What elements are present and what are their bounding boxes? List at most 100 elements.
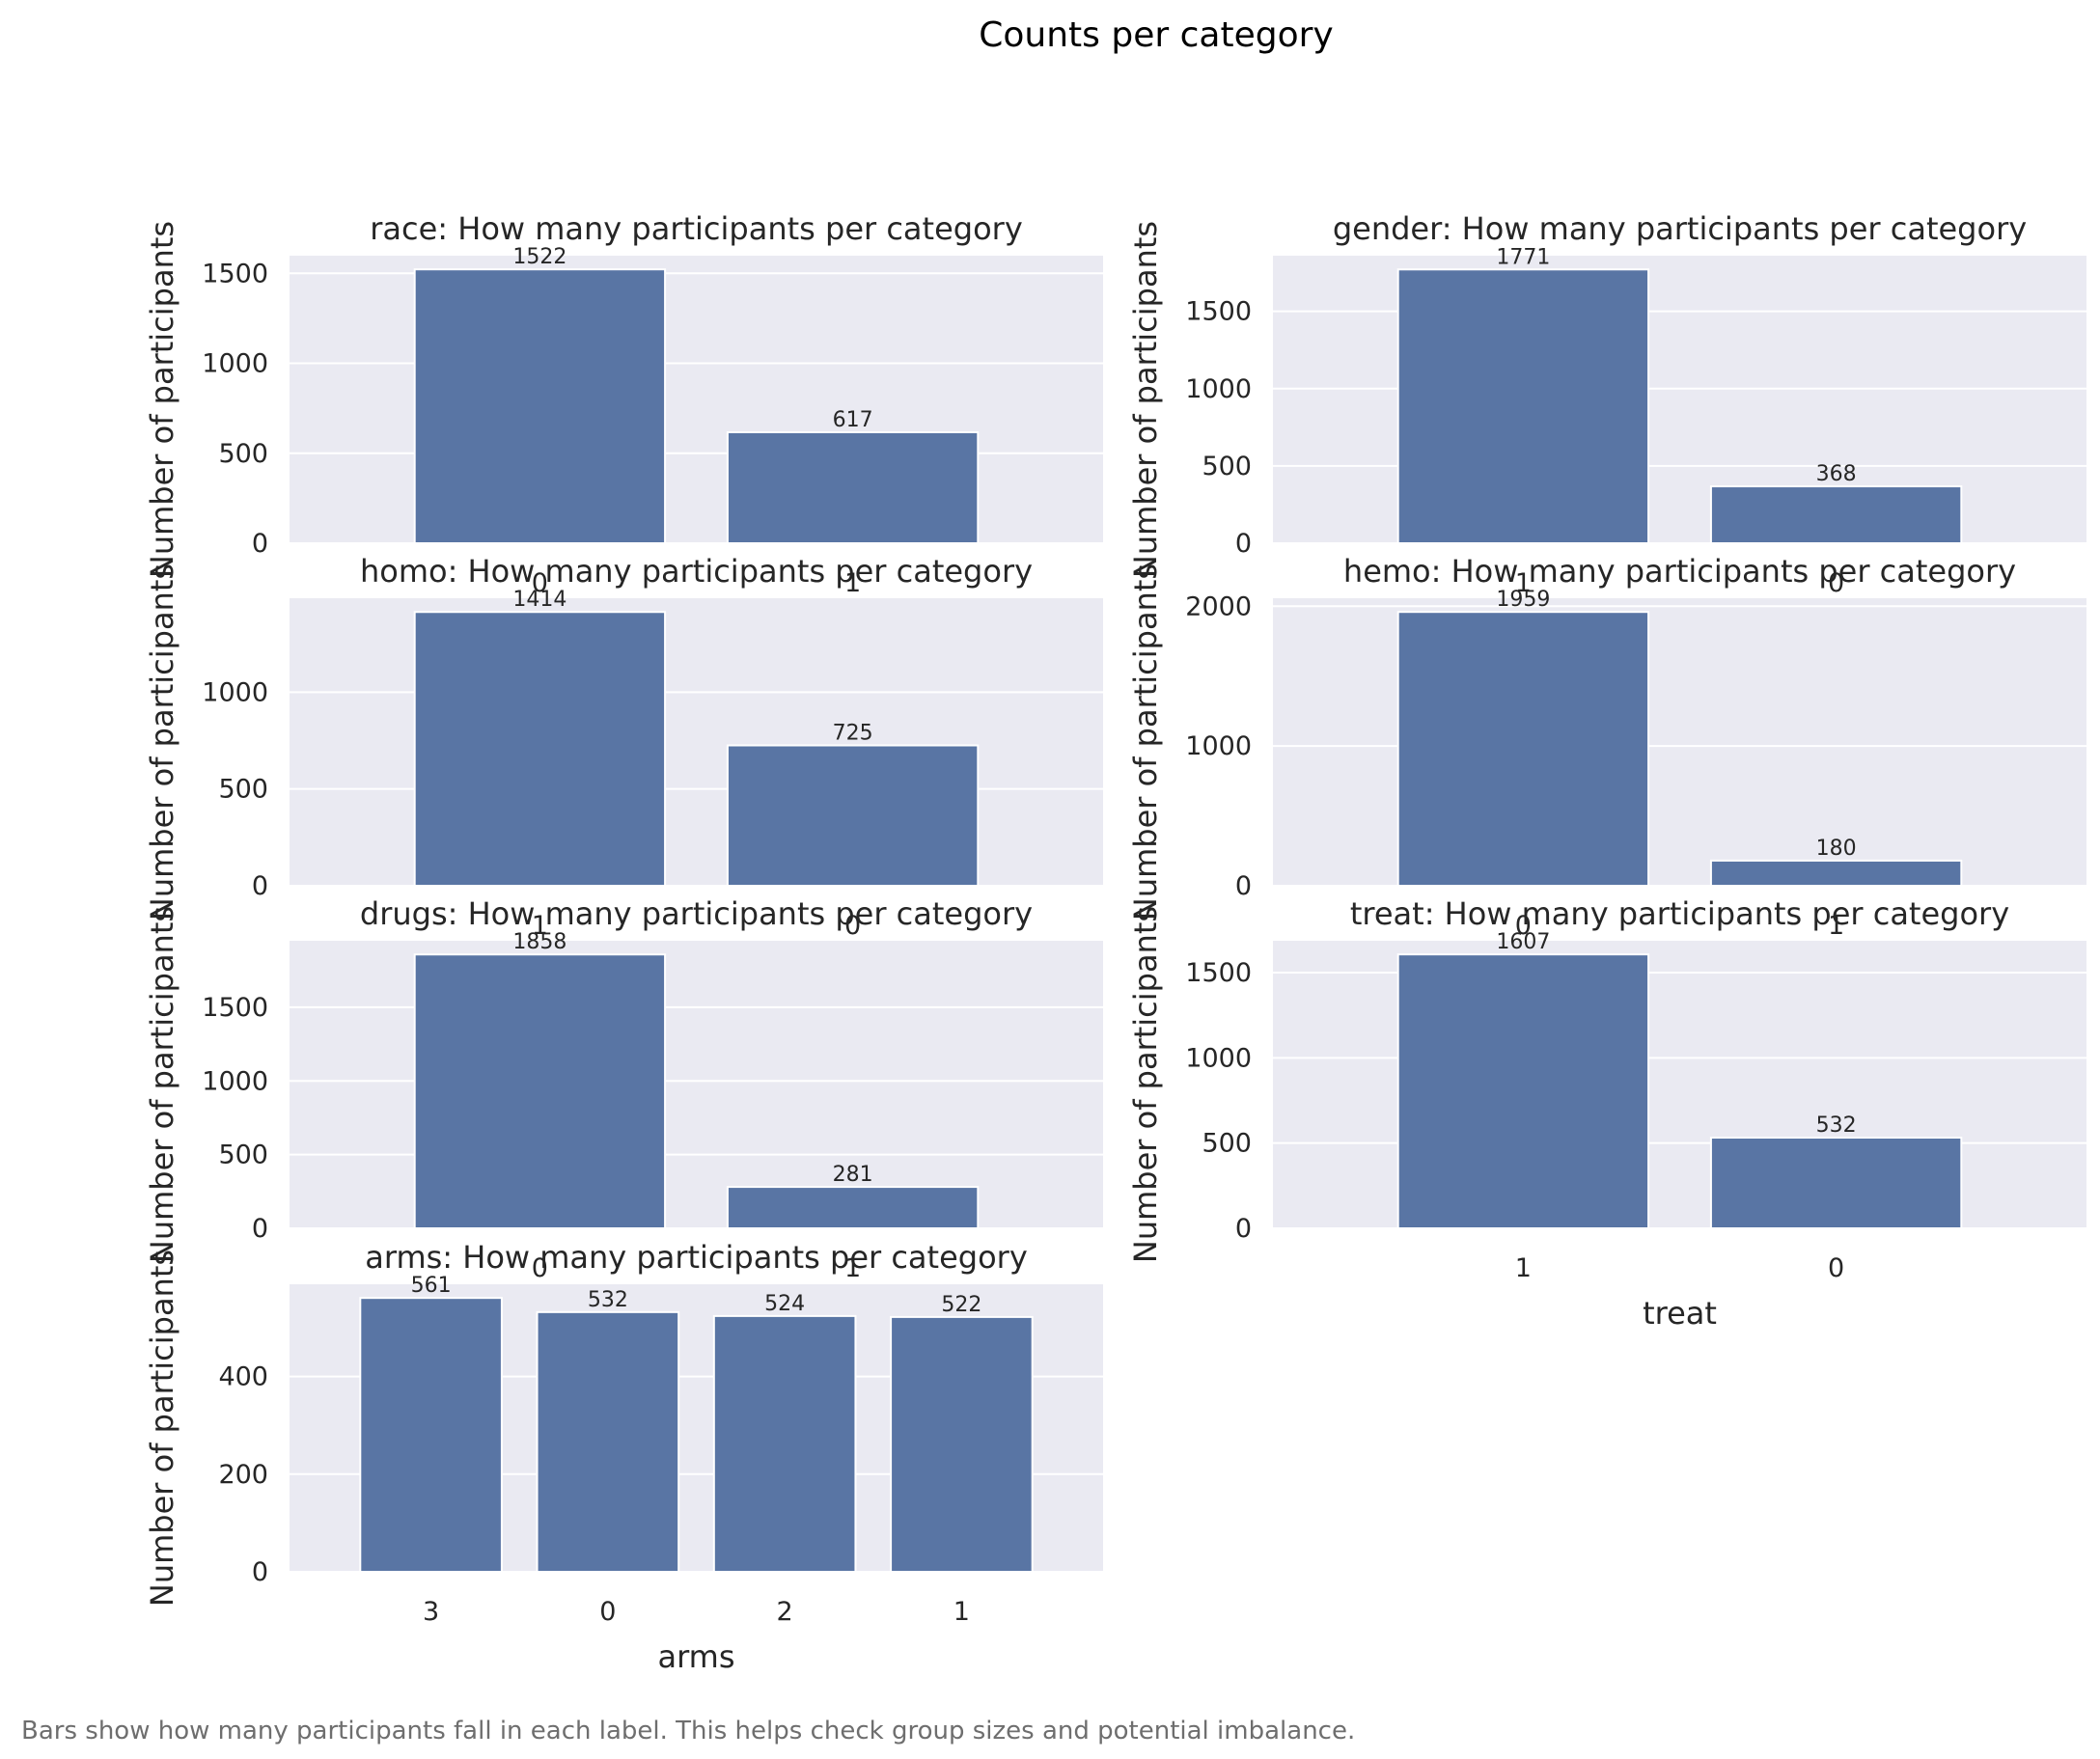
y-axis-label: Number of participants — [144, 563, 180, 921]
plot-area — [290, 256, 1103, 543]
y-tick-label: 1000 — [1185, 731, 1252, 761]
data-label: 1607 — [1496, 930, 1550, 954]
bar — [413, 268, 667, 544]
y-tick-label: 1000 — [202, 349, 268, 379]
y-tick-label: 500 — [218, 775, 268, 805]
x-tick-label: 1 — [844, 1253, 861, 1283]
data-label: 180 — [1816, 837, 1857, 861]
y-tick-label: 1000 — [202, 1066, 268, 1096]
data-label: 561 — [411, 1274, 452, 1298]
bar — [413, 953, 667, 1229]
y-tick-label: 1000 — [1185, 1043, 1252, 1073]
x-tick-label: 1 — [1828, 911, 1844, 941]
subplot-title: homo: How many participants per category — [360, 553, 1033, 590]
x-tick-label: 1 — [1515, 568, 1532, 598]
subplot-gender: 0 500 1000 1500 1771 1 368 0 gender: How many pa… — [1127, 210, 2086, 598]
data-label: 532 — [1816, 1113, 1857, 1138]
y-tick-label: 2000 — [1185, 591, 1252, 621]
x-tick-label: 0 — [1515, 911, 1532, 941]
y-tick-label: 1500 — [1185, 958, 1252, 988]
figure-caption: Bars show how many participants fall in … — [21, 1717, 1355, 1745]
y-tick-label: 0 — [1235, 871, 1252, 901]
bar — [413, 611, 667, 887]
y-tick-label: 500 — [218, 1141, 268, 1170]
subplot-title: drugs: How many participants per categor… — [360, 895, 1033, 932]
data-label: 532 — [588, 1288, 628, 1312]
data-label: 1414 — [512, 588, 566, 612]
plot-area — [1273, 598, 2086, 886]
y-axis-label: Number of participants — [1127, 221, 1164, 578]
x-tick-label: 1 — [953, 1597, 970, 1627]
bar — [890, 1315, 1034, 1574]
bar — [726, 430, 980, 544]
figure-title: Counts per category — [979, 15, 1333, 55]
data-label: 524 — [764, 1292, 805, 1316]
plot-area — [1273, 941, 2086, 1228]
y-tick-label: 1000 — [202, 677, 268, 707]
plot-area — [1273, 256, 2086, 543]
y-tick-label: 1000 — [1185, 374, 1252, 404]
data-label: 725 — [833, 722, 873, 746]
data-label: 1858 — [512, 930, 566, 954]
x-tick-label: 0 — [1828, 568, 1844, 598]
y-axis-label: Number of participants — [144, 1250, 180, 1607]
y-tick-label: 0 — [252, 529, 268, 559]
data-label: 1522 — [512, 245, 566, 269]
x-tick-label: 1 — [1515, 1253, 1532, 1283]
subplot-title: hemo: How many participants per category — [1343, 553, 2016, 590]
bar — [536, 1310, 680, 1574]
y-tick-label: 1500 — [1185, 297, 1252, 327]
data-label: 368 — [1816, 462, 1857, 486]
y-axis-label: Number of participants — [1127, 906, 1164, 1263]
bar — [1396, 953, 1650, 1229]
data-label: 522 — [941, 1293, 981, 1317]
x-tick-label: 0 — [599, 1597, 616, 1627]
subplot-title: gender: How many participants per catego… — [1333, 210, 2027, 247]
data-label: 1771 — [1496, 245, 1550, 269]
x-tick-label: 0 — [1828, 1253, 1844, 1283]
subplot-title: arms: How many participants per category — [365, 1239, 1028, 1276]
plot-area — [290, 598, 1103, 886]
subplot-race: 0 500 1000 1500 1522 0 617 1 race: How many part… — [144, 210, 1103, 598]
y-tick-label: 500 — [218, 439, 268, 469]
bar — [1396, 268, 1650, 544]
x-axis-label: treat — [1643, 1295, 1717, 1332]
subplot-title: race: How many participants per category — [370, 210, 1023, 247]
y-tick-label: 0 — [1235, 1214, 1252, 1244]
data-label: 617 — [833, 408, 873, 432]
bar — [1709, 859, 1963, 888]
bar — [1396, 611, 1650, 887]
y-tick-label: 400 — [218, 1362, 268, 1392]
x-tick-label: 0 — [532, 568, 548, 598]
y-axis-label: Number of participants — [1127, 563, 1164, 921]
y-tick-label: 0 — [1235, 529, 1252, 559]
x-tick-label: 1 — [844, 568, 861, 598]
x-tick-label: 2 — [777, 1597, 793, 1627]
subplot-title: treat: How many participants per categor… — [1350, 895, 2009, 932]
x-axis-label: arms — [657, 1638, 734, 1675]
y-tick-label: 200 — [218, 1460, 268, 1490]
bar — [1709, 1137, 1963, 1230]
y-tick-label: 1500 — [202, 993, 268, 1023]
x-tick-label: 1 — [532, 911, 548, 941]
y-tick-label: 0 — [252, 1557, 268, 1587]
y-tick-label: 1500 — [202, 259, 268, 289]
bar — [726, 1186, 980, 1230]
data-label: 281 — [833, 1163, 873, 1187]
bar — [1709, 485, 1963, 545]
bar — [712, 1314, 857, 1573]
y-tick-label: 0 — [252, 871, 268, 901]
y-tick-label: 0 — [252, 1214, 268, 1244]
x-tick-label: 3 — [423, 1597, 439, 1627]
y-tick-label: 500 — [1202, 452, 1252, 481]
y-tick-label: 500 — [1202, 1129, 1252, 1159]
x-tick-label: 0 — [532, 1253, 548, 1283]
data-label: 1959 — [1496, 588, 1550, 612]
